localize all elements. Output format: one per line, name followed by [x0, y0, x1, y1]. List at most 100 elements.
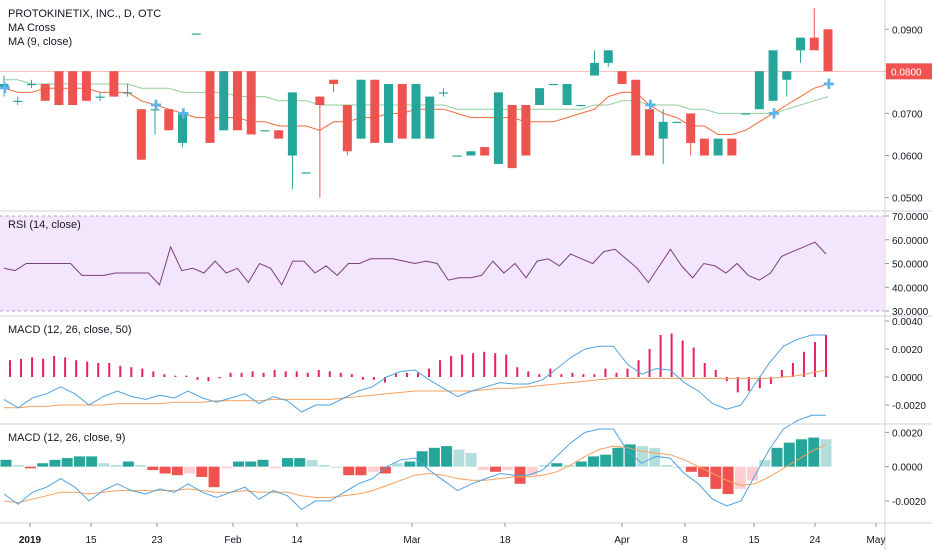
macd50-signal-line [4, 369, 827, 409]
candle[interactable] [617, 71, 627, 84]
candle[interactable] [370, 79, 380, 143]
candle[interactable] [452, 155, 462, 157]
macd50-histogram-bar [229, 372, 232, 377]
candle[interactable] [823, 29, 833, 72]
candle[interactable] [315, 96, 325, 105]
rsi-legend: RSI (14, close) [8, 219, 81, 231]
macd50-histogram-bar [86, 361, 89, 377]
candle[interactable] [68, 71, 78, 105]
macd9-histogram-bar [208, 466, 220, 488]
candle[interactable] [123, 92, 133, 94]
candle[interactable] [301, 172, 311, 174]
macd9-histogram-bar [318, 464, 330, 467]
macd9-histogram-bar [12, 464, 24, 467]
macd9-histogram-bar [98, 463, 110, 467]
candle[interactable] [590, 62, 600, 76]
macd9-histogram-bar [233, 461, 245, 467]
macd9-histogram-bar [526, 466, 538, 476]
macd9-histogram-bar [367, 466, 379, 472]
candle[interactable] [342, 105, 352, 152]
candle[interactable] [521, 105, 531, 156]
macd50-histogram-bar [659, 335, 662, 377]
candle[interactable] [95, 96, 105, 98]
y-tick-label: 0.0020 [892, 428, 923, 439]
candle[interactable] [54, 71, 64, 105]
last-price-label: 0.0800 [891, 67, 922, 78]
ma-cross-marker: ✚ [644, 97, 656, 113]
price-pane[interactable]: ✚ ✚ ✚ ✚ ✚ ✚ [0, 8, 885, 198]
macd50-macd-line [3, 334, 826, 413]
macd9-histogram-bar [294, 458, 306, 467]
macd-9-pane[interactable] [0, 414, 832, 511]
candle[interactable] [466, 151, 476, 156]
y-tick-label: 0.0600 [892, 152, 923, 163]
candle[interactable] [796, 37, 806, 51]
candle[interactable] [425, 96, 435, 139]
candle[interactable] [576, 105, 586, 107]
candle[interactable] [535, 88, 545, 105]
candle[interactable] [287, 92, 297, 156]
candle[interactable] [782, 71, 792, 80]
macd-50-pane[interactable] [3, 333, 827, 413]
candle[interactable] [658, 121, 668, 139]
macd9-histogram-bar [392, 463, 404, 467]
candle[interactable] [397, 83, 407, 139]
candle[interactable] [178, 113, 188, 143]
candle[interactable] [809, 37, 819, 51]
candle[interactable] [0, 83, 9, 89]
candle[interactable] [507, 105, 517, 169]
candle[interactable] [672, 121, 682, 124]
time-axis[interactable]: 2019 15 23 Feb 14 Mar 18 Apr 8 15 24 May [0, 522, 932, 546]
candle[interactable] [205, 71, 215, 143]
macd50-histogram-bar [273, 370, 276, 377]
candle[interactable] [260, 130, 270, 132]
candle[interactable] [384, 83, 394, 143]
y-tick-label: -0.0020 [892, 401, 926, 412]
candle[interactable] [438, 92, 448, 94]
candle[interactable] [164, 109, 174, 131]
candle[interactable] [548, 83, 558, 86]
candle[interactable] [768, 50, 778, 101]
macd50-histogram-bar [251, 371, 254, 377]
candle[interactable] [191, 33, 201, 35]
candle[interactable] [150, 109, 160, 111]
candle[interactable] [754, 71, 764, 110]
candle[interactable] [219, 71, 229, 131]
candle[interactable] [493, 92, 503, 164]
candle[interactable] [26, 83, 36, 86]
macd9-histogram-bar [685, 466, 697, 472]
y-tick-label: 0.0500 [892, 194, 923, 205]
macd50-histogram-bar [527, 371, 530, 377]
candle[interactable] [356, 79, 366, 139]
candle[interactable] [603, 50, 613, 63]
candle[interactable] [686, 113, 696, 143]
candle[interactable] [274, 130, 284, 139]
candle[interactable] [727, 138, 737, 156]
macd50-histogram-bar [747, 377, 750, 391]
candle[interactable] [699, 138, 709, 156]
candle[interactable] [136, 109, 146, 160]
candle[interactable] [232, 71, 242, 131]
macd9-histogram-bar [551, 463, 563, 467]
candle[interactable] [631, 79, 641, 156]
macd50-histogram-bar [372, 377, 375, 380]
rsi-pane[interactable] [0, 215, 884, 312]
macd9-histogram-bar [379, 466, 391, 474]
candle[interactable] [40, 83, 50, 101]
candle[interactable] [741, 113, 751, 115]
macd9-histogram-bar [624, 444, 636, 467]
macd9-histogram-bar [759, 459, 771, 467]
candle[interactable] [644, 109, 654, 156]
candle[interactable] [246, 71, 256, 135]
candle[interactable] [329, 79, 339, 84]
macd50-histogram-bar [240, 372, 243, 377]
candle[interactable] [411, 83, 421, 139]
candle[interactable] [480, 147, 490, 156]
candle[interactable] [13, 100, 23, 102]
candle[interactable] [109, 71, 119, 97]
candle[interactable] [713, 138, 723, 156]
candle[interactable] [81, 71, 91, 101]
candle[interactable] [562, 83, 572, 105]
x-tick-label: Feb [224, 535, 242, 546]
